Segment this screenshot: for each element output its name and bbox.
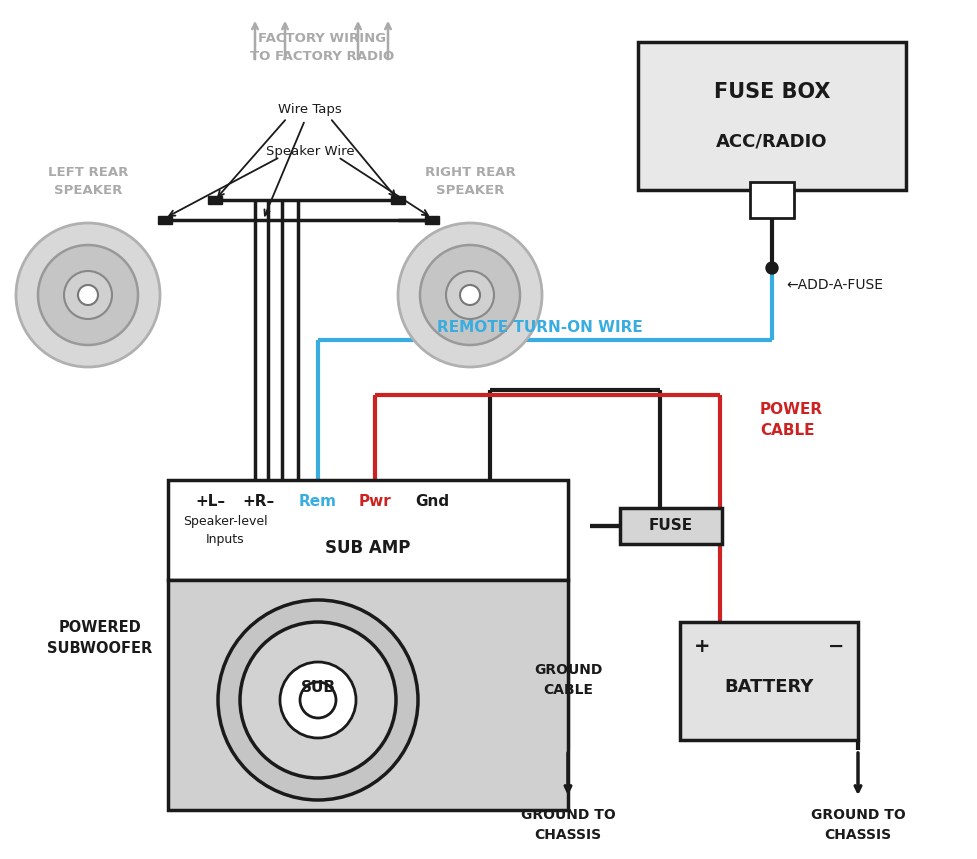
Circle shape [300,682,336,718]
Text: POWER
CABLE: POWER CABLE [759,402,823,438]
Text: SUB: SUB [300,680,335,696]
Text: LEFT REAR
SPEAKER: LEFT REAR SPEAKER [48,167,128,198]
Bar [168,580,568,810]
Text: Speaker-level
Inputs: Speaker-level Inputs [183,515,267,545]
Bar [168,480,568,580]
Text: FUSE BOX: FUSE BOX [713,82,829,102]
Circle shape [459,285,480,305]
Circle shape [398,223,541,367]
Circle shape [279,662,356,738]
Text: −: − [827,637,843,655]
Text: +: + [693,637,709,655]
Text: GROUND
CABLE: GROUND CABLE [533,663,602,697]
Circle shape [78,285,98,305]
Circle shape [419,245,520,345]
Text: POWERED
SUBWOOFER: POWERED SUBWOOFER [47,620,152,656]
Text: SUB AMP: SUB AMP [325,539,410,557]
Bar [679,622,857,740]
Text: +L–: +L– [194,495,225,509]
Text: ←ADD-A-FUSE: ←ADD-A-FUSE [786,278,882,292]
Bar [208,196,222,204]
Bar [425,216,439,224]
Text: GROUND TO
CHASSIS: GROUND TO CHASSIS [520,808,615,842]
Text: FACTORY WIRING
TO FACTORY RADIO: FACTORY WIRING TO FACTORY RADIO [249,33,394,64]
Text: ACC/RADIO: ACC/RADIO [715,133,827,151]
Bar [749,182,793,218]
Text: RIGHT REAR
SPEAKER: RIGHT REAR SPEAKER [424,167,515,198]
Text: Gnd: Gnd [414,495,448,509]
Circle shape [16,223,160,367]
Bar [619,508,721,544]
Circle shape [38,245,138,345]
Bar [637,42,905,190]
Circle shape [765,262,778,274]
Text: Speaker Wire: Speaker Wire [266,145,354,159]
Text: Wire Taps: Wire Taps [277,103,342,117]
Bar [391,196,404,204]
Text: Pwr: Pwr [359,495,391,509]
Bar [158,216,172,224]
Circle shape [446,271,493,319]
Text: Rem: Rem [299,495,337,509]
Circle shape [239,622,396,778]
Circle shape [64,271,112,319]
Text: BATTERY: BATTERY [724,678,813,696]
Circle shape [218,600,417,800]
Text: REMOTE TURN-ON WIRE: REMOTE TURN-ON WIRE [437,320,642,334]
Text: GROUND TO
CHASSIS: GROUND TO CHASSIS [810,808,905,842]
Text: FUSE: FUSE [649,519,693,533]
Text: +R–: +R– [241,495,274,509]
